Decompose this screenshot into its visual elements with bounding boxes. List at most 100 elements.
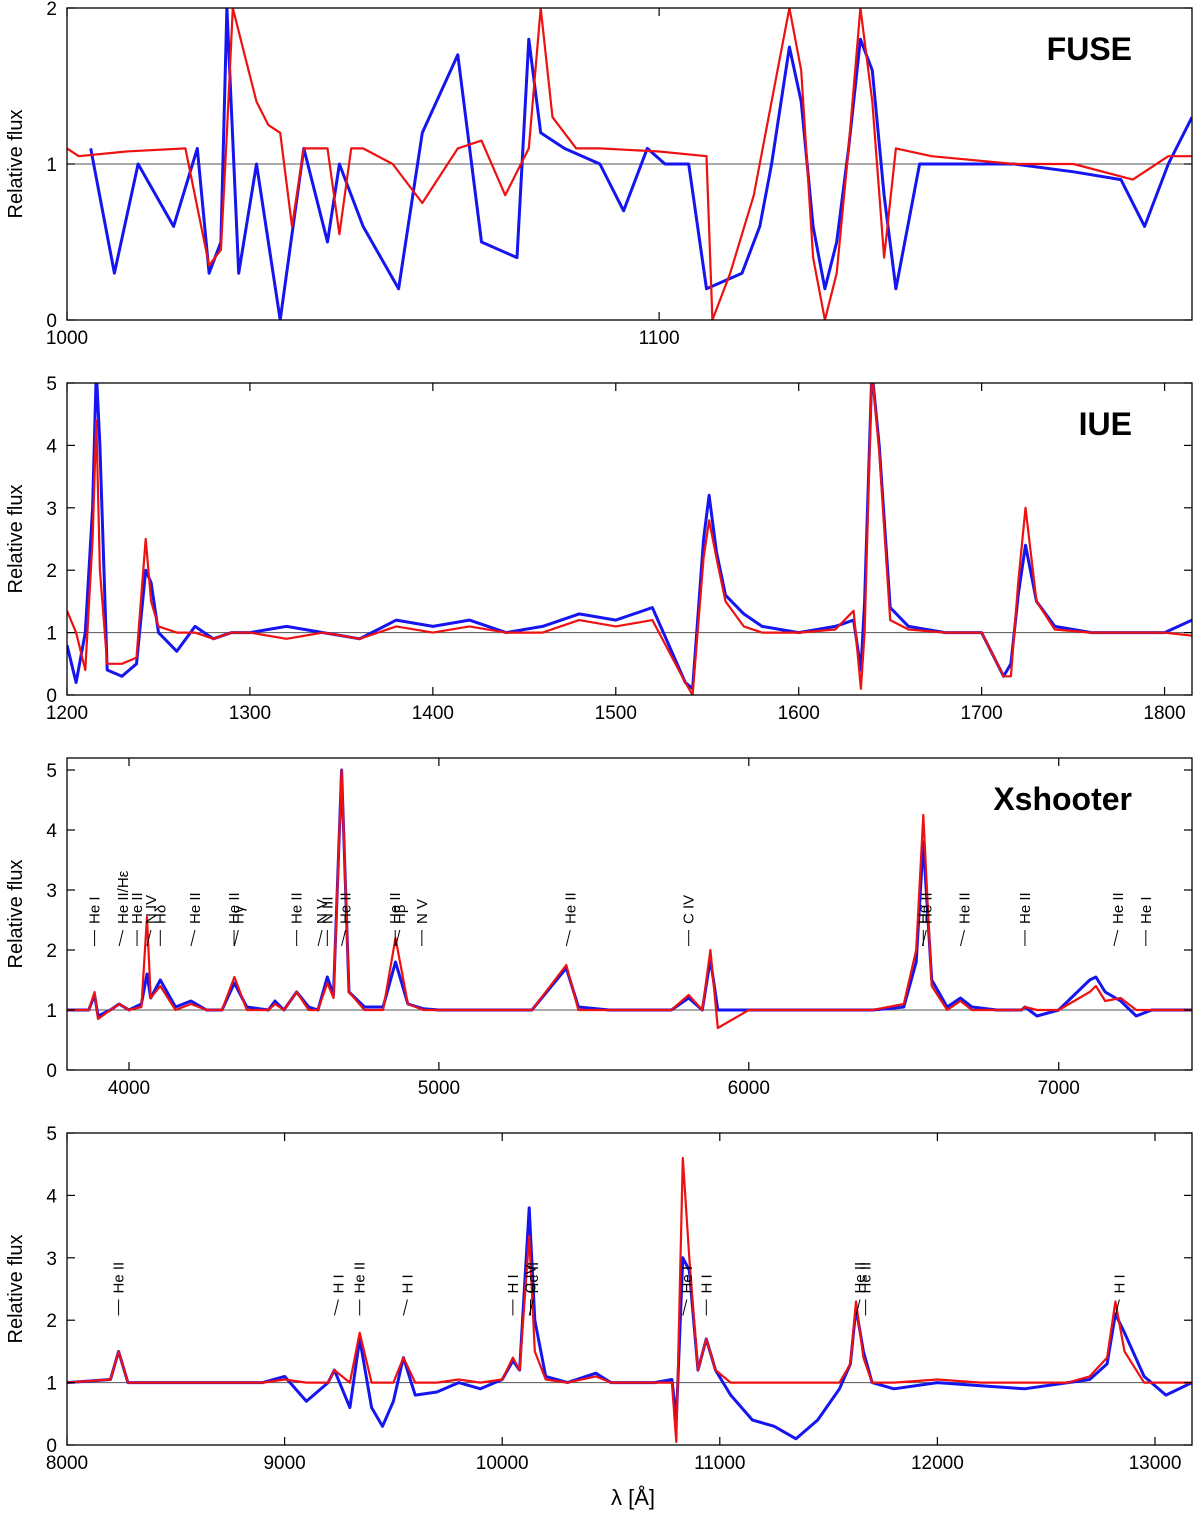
annotation-label: N III xyxy=(319,896,336,924)
annotation-leader xyxy=(317,929,323,947)
y-tick-label: 4 xyxy=(46,821,57,842)
annotation-label: C IV xyxy=(522,1264,539,1293)
panel-xshooter: 4000 5000 6000 7000 0 1 2 3 4 5 Relative flux Xshoo… xyxy=(5,757,1193,1099)
annotation-label: He II xyxy=(1110,892,1127,924)
annotation-leader xyxy=(341,929,347,947)
y-tick-label: 1 xyxy=(46,624,57,645)
y-tick-label: 0 xyxy=(46,1061,57,1082)
y-tick-label: 3 xyxy=(46,881,57,902)
x-tick-label: 1000 xyxy=(46,328,88,349)
x-tick-label: 4000 xyxy=(108,1078,150,1099)
y-tick-label: 2 xyxy=(46,1311,57,1332)
series-model xyxy=(67,768,1192,1030)
annotation-label: He II xyxy=(289,892,306,924)
y-tick-label: 3 xyxy=(46,499,57,520)
y-tick-label: 2 xyxy=(46,561,57,582)
panel-title: IUE xyxy=(1079,406,1132,442)
annotation-leader xyxy=(395,929,401,947)
panel-title: FUSE xyxy=(1047,31,1132,67)
annotation-label: He II xyxy=(852,1262,869,1294)
annotation-label: He II xyxy=(129,892,146,924)
annotation-label: N IV xyxy=(143,895,160,924)
plot-frame xyxy=(66,382,1193,696)
annotation-label: He II xyxy=(858,1262,875,1294)
annotation-leader xyxy=(528,1299,534,1316)
figure-xlabel: λ [Å] xyxy=(611,1485,655,1510)
y-axis-label: Relative flux xyxy=(5,110,27,219)
annotation-label: He I xyxy=(1138,896,1155,924)
y-tick-label: 5 xyxy=(46,374,57,395)
annotation-label: He II xyxy=(387,892,404,924)
x-tick-label: 1700 xyxy=(960,703,1002,724)
annotation-leader xyxy=(146,929,152,947)
annotation-label: He II xyxy=(338,892,355,924)
annotation-label: H I xyxy=(330,1274,347,1293)
x-tick-label: 5000 xyxy=(418,1078,460,1099)
series-observed xyxy=(67,1206,1192,1441)
y-tick-label: 5 xyxy=(46,1124,57,1145)
annotation-label: He II xyxy=(226,892,243,924)
series-model xyxy=(67,1156,1192,1444)
annotation-label: He I xyxy=(679,1266,696,1294)
annotation-leader xyxy=(190,929,196,947)
x-tick-label: 9000 xyxy=(263,1453,305,1474)
annotation-label: He II xyxy=(187,892,204,924)
annotation-label: Hγ xyxy=(230,905,247,924)
x-tick-label: 1500 xyxy=(595,703,637,724)
annotation-leader xyxy=(960,929,965,947)
x-tick-label: 11000 xyxy=(694,1453,745,1474)
annotation-leader xyxy=(855,1299,861,1316)
annotation-leader xyxy=(1114,1299,1120,1316)
x-tick-label: 1600 xyxy=(778,703,820,724)
y-axis-label: Relative flux xyxy=(5,860,27,969)
annotation-label: He II xyxy=(918,892,935,924)
annotation-label: He II xyxy=(525,1262,542,1294)
y-tick-label: 4 xyxy=(46,1186,57,1207)
panel-iue: 1200 1300 1400 1500 1600 1700 1800 0 1 2 3 4 5 Relati… xyxy=(5,374,1193,724)
y-tick-label: 5 xyxy=(46,761,57,782)
annotation-label: He II xyxy=(562,892,579,924)
annotation-label: N V xyxy=(314,899,331,924)
x-tick-label: 7000 xyxy=(1038,1078,1080,1099)
y-tick-label: 4 xyxy=(46,436,57,457)
series-model xyxy=(67,383,1192,695)
annotation-label: Hα xyxy=(915,904,932,924)
annotation-leader xyxy=(118,929,124,947)
y-tick-label: 1 xyxy=(46,155,57,176)
x-tick-label: 12000 xyxy=(911,1453,964,1474)
annotation-label: N V xyxy=(414,899,431,924)
annotation-label: He II xyxy=(1017,892,1034,924)
y-tick-label: 0 xyxy=(46,686,57,707)
y-tick-label: 1 xyxy=(46,1374,57,1395)
annotation-leader xyxy=(233,929,239,947)
y-axis-label: Relative flux xyxy=(5,1235,27,1344)
x-tick-label: 1400 xyxy=(412,703,454,724)
annotation-label: He II xyxy=(111,1262,128,1294)
series-model xyxy=(67,8,1192,320)
annotation-leader xyxy=(682,1299,688,1316)
y-tick-label: 2 xyxy=(46,0,57,20)
x-tick-label: 1200 xyxy=(46,703,88,724)
annotation-leader xyxy=(565,929,571,947)
y-tick-label: 0 xyxy=(46,311,57,332)
plot-frame xyxy=(66,757,1193,1071)
annotation-label: Hδ xyxy=(152,905,169,924)
y-tick-label: 0 xyxy=(46,1436,57,1457)
series-observed xyxy=(89,8,1192,320)
panel-fuse: 1000 1100 0 1 2 Relative flux FUSE xyxy=(5,0,1193,349)
annotation-leader xyxy=(333,1299,339,1316)
plot-frame xyxy=(66,1132,1193,1446)
annotation-label: Hβ xyxy=(392,904,409,924)
x-tick-label: 10000 xyxy=(476,1453,529,1474)
panel-title: Xshooter xyxy=(993,781,1132,817)
annotation-label: He II xyxy=(956,892,973,924)
annotation-leader xyxy=(1113,929,1119,947)
y-tick-label: 3 xyxy=(46,1249,57,1270)
annotation-label: H I xyxy=(399,1274,416,1293)
annotation-label: He II/Hε xyxy=(115,870,132,924)
x-tick-label: 1300 xyxy=(229,703,271,724)
panel-nir: 8000 9000 10000 11000 12000 13000 0 1 2 3 4 5 Relati… xyxy=(5,1124,1193,1474)
x-tick-label: 6000 xyxy=(728,1078,770,1099)
